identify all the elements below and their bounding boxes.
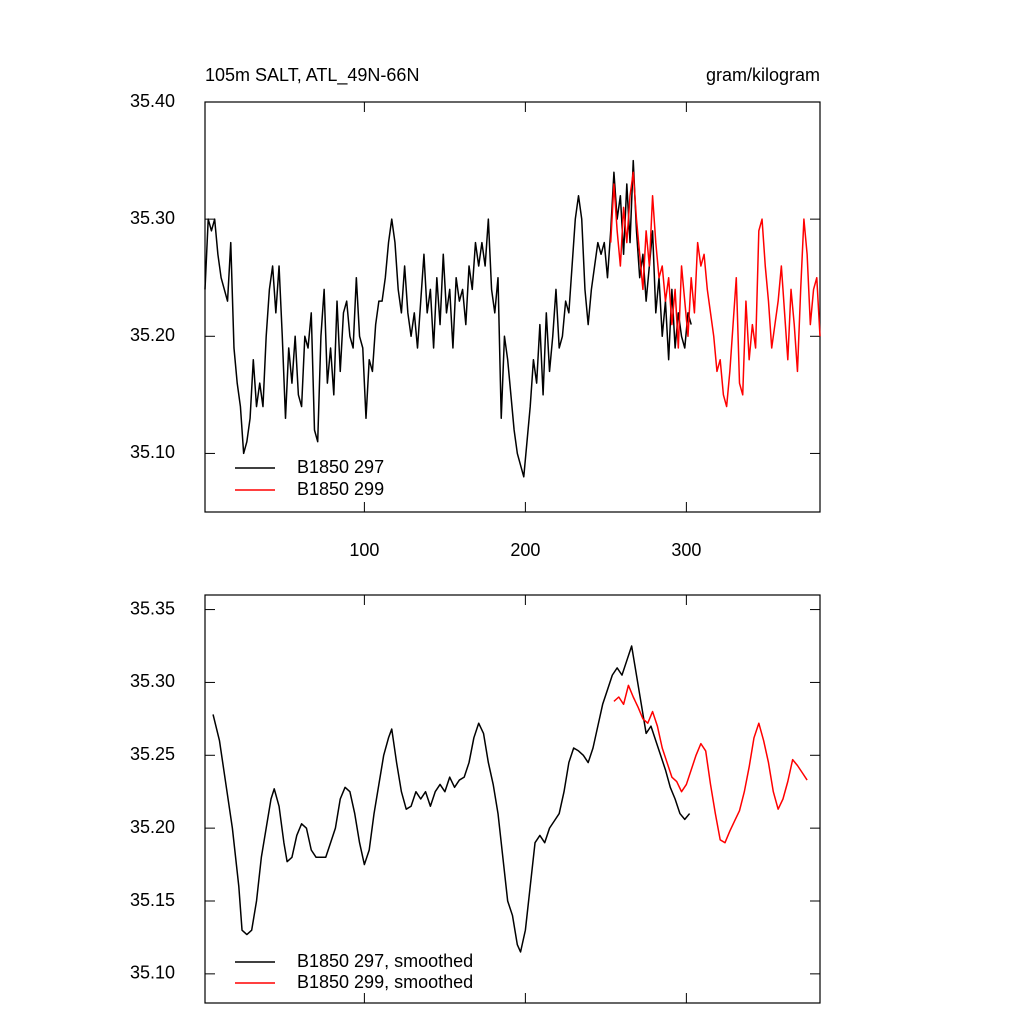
y-tick-label: 35.20 bbox=[130, 817, 175, 837]
x-tick-label: 100 bbox=[349, 540, 379, 560]
series-line bbox=[609, 171, 821, 408]
series-line bbox=[212, 645, 691, 953]
y-tick-label: 35.40 bbox=[130, 91, 175, 111]
y-tick-label: 35.15 bbox=[130, 890, 175, 910]
legend-label: B1850 299 bbox=[297, 479, 384, 499]
series-line bbox=[613, 684, 808, 844]
x-tick-label: 200 bbox=[510, 540, 540, 560]
y-tick-label: 35.30 bbox=[130, 671, 175, 691]
y-tick-label: 35.10 bbox=[130, 963, 175, 983]
series-line bbox=[204, 159, 692, 478]
y-tick-label: 35.10 bbox=[130, 442, 175, 462]
units-title: gram/kilogram bbox=[706, 65, 820, 85]
plot-frame bbox=[204, 594, 821, 1004]
chart-title: 105m SALT, ATL_49N-66N bbox=[205, 65, 419, 86]
legend-label: B1850 299, smoothed bbox=[297, 972, 473, 992]
y-tick-label: 35.35 bbox=[130, 598, 175, 618]
x-tick-label: 300 bbox=[671, 540, 701, 560]
legend-label: B1850 297 bbox=[297, 457, 384, 477]
plot-frame bbox=[204, 101, 821, 513]
y-tick-label: 35.20 bbox=[130, 325, 175, 345]
y-tick-label: 35.30 bbox=[130, 208, 175, 228]
y-tick-label: 35.25 bbox=[130, 744, 175, 764]
legend-label: B1850 297, smoothed bbox=[297, 951, 473, 971]
